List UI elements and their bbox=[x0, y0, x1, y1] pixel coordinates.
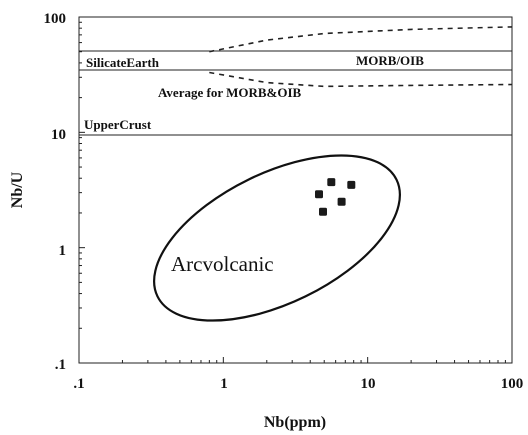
x-tick-label: 100 bbox=[501, 376, 524, 392]
y-tick-label: 100 bbox=[44, 11, 67, 27]
y-axis-title: Nb/U bbox=[9, 171, 26, 208]
morb-oib-label: MORB/OIB bbox=[356, 53, 424, 68]
plot-frame bbox=[78, 16, 513, 364]
data-point bbox=[315, 190, 323, 199]
envelope-upper-curve bbox=[209, 26, 513, 53]
data-point bbox=[319, 207, 327, 216]
silicate-earth-label: SilicateEarth bbox=[86, 55, 160, 70]
arcvolcanic-label: Arcvolcanic bbox=[171, 252, 274, 276]
data-point bbox=[327, 178, 336, 187]
y-tick-label: 10 bbox=[51, 127, 66, 143]
x-tick-label: .1 bbox=[73, 376, 84, 392]
axis-ticks bbox=[78, 21, 506, 364]
upper-crust-label: UpperCrust bbox=[84, 117, 152, 132]
average-morb-oib-label: Average for MORB&OIB bbox=[158, 85, 302, 100]
arcvolcanic-region bbox=[153, 154, 401, 322]
data-points bbox=[315, 178, 356, 216]
data-point bbox=[347, 180, 356, 189]
x-tick-label: 10 bbox=[361, 376, 376, 392]
y-tick-label: .1 bbox=[55, 357, 66, 373]
data-point bbox=[337, 197, 346, 206]
x-axis-title: Nb(ppm) bbox=[264, 414, 326, 431]
x-tick-label: 1 bbox=[220, 376, 228, 392]
y-tick-label: 1 bbox=[59, 243, 67, 259]
